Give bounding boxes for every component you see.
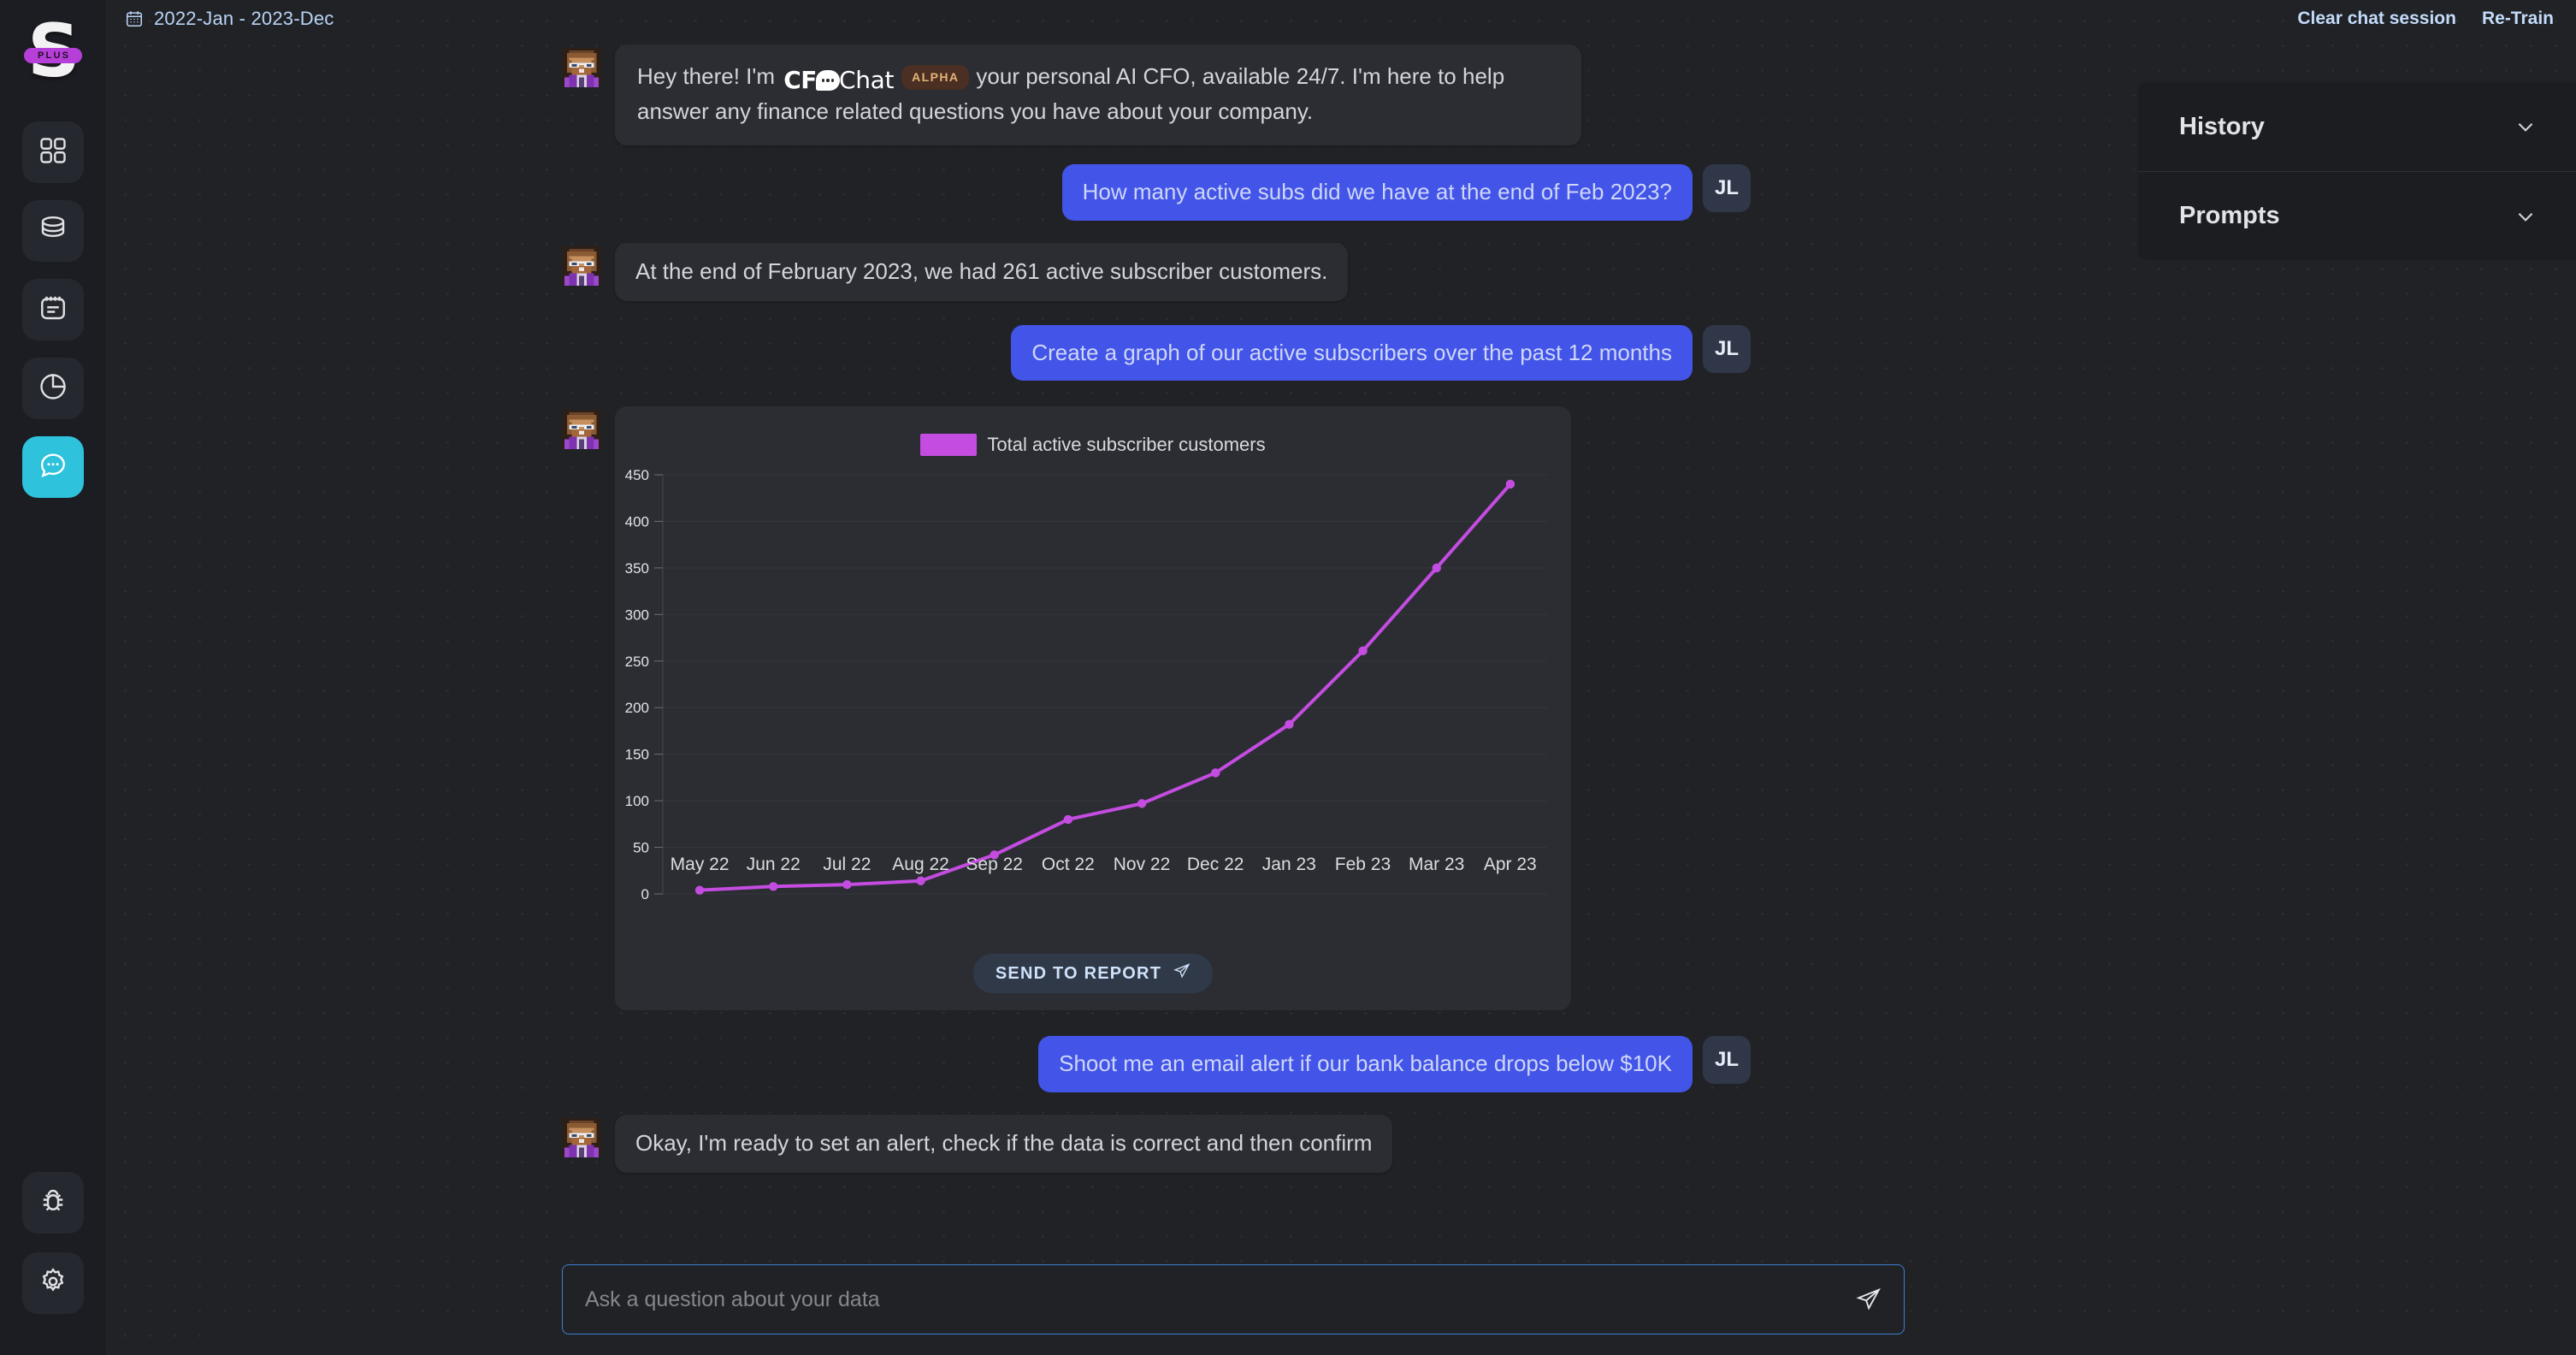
x-axis-tick-label: Jul 22	[823, 855, 871, 875]
chart-x-axis-labels: May 22 Jun 22 Jul 22 Aug 22 Sep 22 Oct 22 Nov …	[615, 855, 1571, 884]
avatar-bot	[562, 48, 601, 87]
sidebar-nav	[22, 121, 84, 515]
chat-message-bot: Hey there! I'm CF Chat ALPHA your personal …	[106, 44, 2133, 146]
chart-legend: Total active subscriber customers	[615, 420, 1571, 461]
chevron-down-icon	[2514, 115, 2537, 138]
intro-text-pre: Hey there! I'm	[637, 63, 782, 89]
sidebar-item-analytics[interactable]	[22, 358, 84, 419]
date-range-selector[interactable]: 2022-Jan - 2023-Dec	[125, 8, 334, 30]
clear-chat-session-button[interactable]: Clear chat session	[2297, 9, 2456, 28]
top-bar-actions: Clear chat session Re-Train	[2297, 9, 2557, 29]
send-to-report-row: SEND TO REPORT	[615, 942, 1571, 1010]
chat-bubble-icon	[38, 450, 68, 485]
avatar-user: JL	[1703, 1036, 1751, 1085]
chat-message-user: Shoot me an email alert if our bank bala…	[106, 1036, 2133, 1093]
cfochat-logo-chat: Chat	[838, 66, 895, 94]
x-axis-tick-label: Oct 22	[1041, 855, 1095, 875]
user-message-3: Shoot me an email alert if our bank bala…	[1038, 1036, 1693, 1093]
x-axis-tick-label: Apr 23	[1483, 855, 1537, 875]
avatar-user: JL	[1703, 324, 1751, 373]
user-message-1: How many active subs did we have at the …	[1061, 164, 1693, 222]
chat-message-user: How many active subs did we have at the …	[106, 164, 2133, 222]
bug-icon	[38, 1186, 68, 1221]
sidebar-item-reports[interactable]	[22, 279, 84, 340]
avatar-bot	[562, 410, 601, 450]
x-axis-tick-label: Jun 22	[746, 855, 801, 875]
line-chart	[662, 474, 1547, 896]
left-sidebar: S PLUS	[0, 0, 106, 1355]
sidebar-item-dashboard[interactable]	[22, 121, 84, 183]
x-axis-tick-label: Mar 23	[1408, 855, 1465, 875]
chat-message-bot: Okay, I'm ready to set an alert, check i…	[106, 1115, 2133, 1173]
user-message-2: Create a graph of our active subscribers…	[1011, 324, 1693, 382]
bot-intro-message: Hey there! I'm CF Chat ALPHA your personal …	[615, 44, 1581, 146]
legend-swatch	[920, 434, 978, 457]
calendar-icon	[125, 9, 144, 28]
x-axis-tick-label: Sep 22	[966, 855, 1023, 875]
retrain-button[interactable]: Re-Train	[2481, 9, 2554, 28]
avatar-bot	[562, 1118, 601, 1158]
accordion-history-label: History	[2179, 112, 2265, 140]
chat-message-user: Create a graph of our active subscribers…	[106, 324, 2133, 382]
x-axis-tick-label: Dec 22	[1186, 855, 1244, 875]
send-icon[interactable]	[1856, 1287, 1882, 1312]
pie-chart-icon	[38, 371, 68, 406]
chat-message-chart: Total active subscriber customers 0 50 100…	[106, 406, 2133, 1011]
sidebar-bottom-nav	[22, 1172, 84, 1355]
send-to-report-button[interactable]: SEND TO REPORT	[972, 954, 1214, 994]
chart-plot-area: 0 50 100 150 200 250 300 350 400 450	[615, 468, 1571, 913]
cfochat-logo: CF Chat	[783, 64, 894, 97]
accordion-history[interactable]: History	[2138, 82, 2576, 171]
chart-card: Total active subscriber customers 0 50 100…	[615, 406, 1571, 1011]
date-range-label: 2022-Jan - 2023-Dec	[154, 8, 334, 29]
paper-plane-icon	[1173, 962, 1191, 985]
message-composer[interactable]	[562, 1264, 1905, 1334]
x-axis-tick-label: Feb 23	[1334, 855, 1391, 875]
send-to-report-label: SEND TO REPORT	[995, 963, 1162, 983]
sidebar-item-chat[interactable]	[22, 436, 84, 498]
chat-input[interactable]	[585, 1287, 1844, 1312]
sidebar-item-data[interactable]	[22, 200, 84, 262]
top-bar: 2022-Jan - 2023-Dec Clear chat session R…	[106, 0, 2576, 38]
x-axis-tick-label: Aug 22	[892, 855, 949, 875]
bot-answer-message: At the end of February 2023, we had 261 …	[615, 243, 1349, 301]
gear-icon	[38, 1266, 68, 1301]
x-axis-tick-label: Jan 23	[1261, 855, 1316, 875]
right-panel: History Prompts	[2138, 82, 2576, 260]
chat-message-bot: At the end of February 2023, we had 261 …	[106, 243, 2133, 301]
bot-alert-message: Okay, I'm ready to set an alert, check i…	[615, 1115, 1393, 1173]
grid-icon	[38, 135, 68, 170]
sidebar-item-debug[interactable]	[22, 1172, 84, 1234]
main-area: 2022-Jan - 2023-Dec Clear chat session R…	[106, 0, 2576, 1355]
alpha-badge: ALPHA	[901, 65, 970, 91]
logo-plus-badge: PLUS	[24, 48, 83, 63]
intro-text-post: your personal AI CFO, available 24/7. I'…	[637, 63, 1505, 125]
avatar-user: JL	[1703, 164, 1751, 213]
cfochat-logo-bubble-icon	[815, 70, 840, 92]
cfochat-logo-cf: CF	[783, 66, 817, 94]
notepad-icon	[38, 293, 68, 328]
chevron-down-icon	[2514, 205, 2537, 228]
database-icon	[38, 214, 68, 249]
app-logo[interactable]: S PLUS	[0, 0, 106, 103]
legend-label: Total active subscriber customers	[987, 434, 1266, 456]
accordion-prompts[interactable]: Prompts	[2138, 171, 2576, 260]
x-axis-tick-label: Nov 22	[1113, 855, 1171, 875]
chat-thread[interactable]: Hey there! I'm CF Chat ALPHA your personal …	[106, 38, 2133, 1355]
x-axis-tick-label: May 22	[670, 855, 730, 875]
sidebar-item-settings[interactable]	[22, 1252, 84, 1314]
avatar-bot	[562, 246, 601, 287]
accordion-prompts-label: Prompts	[2179, 202, 2280, 229]
